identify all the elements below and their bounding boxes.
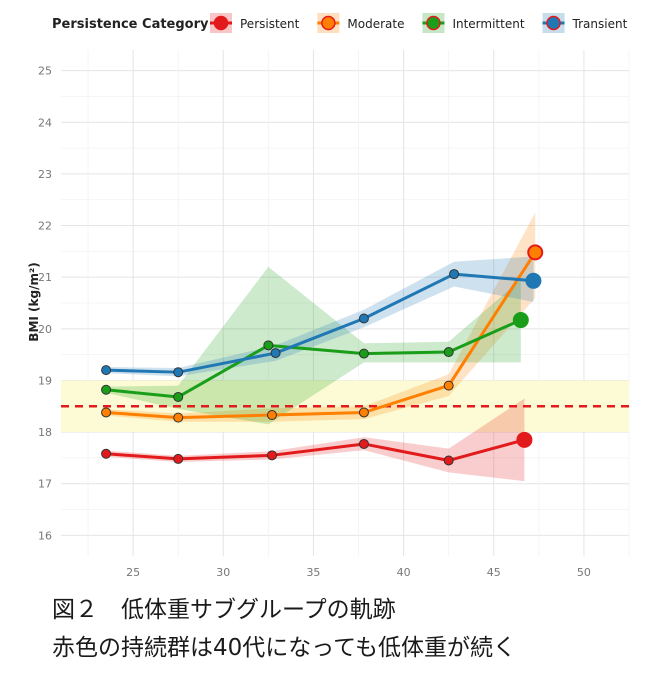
point-transient-2 (270, 348, 281, 359)
legend-key-point-moderate (321, 15, 336, 31)
y-tick-16: 16 (38, 529, 52, 542)
series-lines (105, 251, 537, 462)
grid (61, 50, 630, 556)
point-transient-4 (449, 269, 460, 280)
point-transient-1 (173, 367, 184, 378)
y-tick-24: 24 (38, 116, 52, 129)
y-tick-labels: 16 17 18 19 20 21 22 23 24 25 (38, 65, 52, 543)
line-persistent (105, 438, 525, 462)
point-persistent-4 (443, 455, 454, 466)
point-transient-0 (101, 365, 112, 376)
figure-caption-title: 図２ 低体重サブグループの軌跡 (52, 597, 396, 623)
legend-key-point-persistent (213, 15, 229, 31)
point-moderate-2 (266, 410, 277, 421)
legend-key-point-intermittent (426, 15, 441, 31)
point-moderate-4 (443, 380, 454, 391)
x-tick-labels: 25 30 35 40 45 50 (126, 566, 591, 579)
point-persistent-0 (101, 448, 112, 459)
y-tick-18: 18 (38, 426, 52, 439)
point-moderate-3 (358, 407, 369, 418)
y-tick-20: 20 (38, 323, 52, 336)
figure-caption-description: 赤色の持続群は40代になっても低体重が続く (52, 635, 516, 661)
line-transient (106, 272, 534, 374)
legend-label-intermittent: Intermittent (452, 17, 524, 31)
point-persistent-1 (173, 453, 184, 464)
point-persistent-3 (358, 438, 369, 449)
point-persistent-2 (266, 450, 277, 461)
series-points (101, 244, 544, 466)
line-moderate (105, 251, 537, 420)
point-transient-3 (358, 313, 369, 324)
x-tick-40: 40 (397, 566, 411, 579)
legend-label-persistent: Persistent (240, 17, 300, 31)
point-intermittent-2 (263, 340, 274, 351)
x-tick-30: 30 (216, 566, 230, 579)
point-persistent-5 (516, 431, 533, 448)
x-tick-50: 50 (577, 566, 591, 579)
x-tick-25: 25 (126, 566, 140, 579)
y-tick-21: 21 (38, 271, 52, 284)
point-moderate-0 (101, 407, 112, 418)
legend: Persistence Category Persistent Moderate I… (52, 13, 628, 33)
point-intermittent-0 (101, 384, 112, 395)
confidence-ribbons (106, 212, 536, 482)
point-transient-5 (525, 272, 542, 289)
y-tick-19: 19 (38, 374, 52, 387)
y-axis-title: BMI (kg/m²) (27, 262, 41, 341)
point-moderate-1 (173, 412, 184, 423)
point-intermittent-5 (512, 312, 529, 329)
bmi-trajectory-chart: 16 17 18 19 20 21 22 23 24 25 25 30 35 40 45 50 BMI (k… (27, 13, 630, 579)
point-moderate-5 (527, 244, 544, 261)
y-tick-17: 17 (38, 478, 52, 491)
ribbon-intermittent (106, 266, 521, 425)
legend-label-transient: Transient (572, 17, 628, 31)
legend-label-moderate: Moderate (347, 17, 404, 31)
point-intermittent-3 (358, 348, 369, 359)
x-tick-45: 45 (487, 566, 501, 579)
x-tick-35: 35 (306, 566, 320, 579)
legend-title: Persistence Category (52, 17, 209, 32)
point-intermittent-1 (173, 391, 184, 402)
y-tick-25: 25 (38, 65, 52, 78)
y-tick-22: 22 (38, 220, 52, 233)
point-intermittent-4 (443, 347, 454, 358)
y-tick-23: 23 (38, 168, 52, 181)
legend-items: Persistent Moderate Intermittent Transient (210, 13, 628, 33)
legend-key-point-transient (546, 15, 561, 31)
ribbon-persistent (106, 398, 525, 482)
line-intermittent (105, 318, 522, 399)
